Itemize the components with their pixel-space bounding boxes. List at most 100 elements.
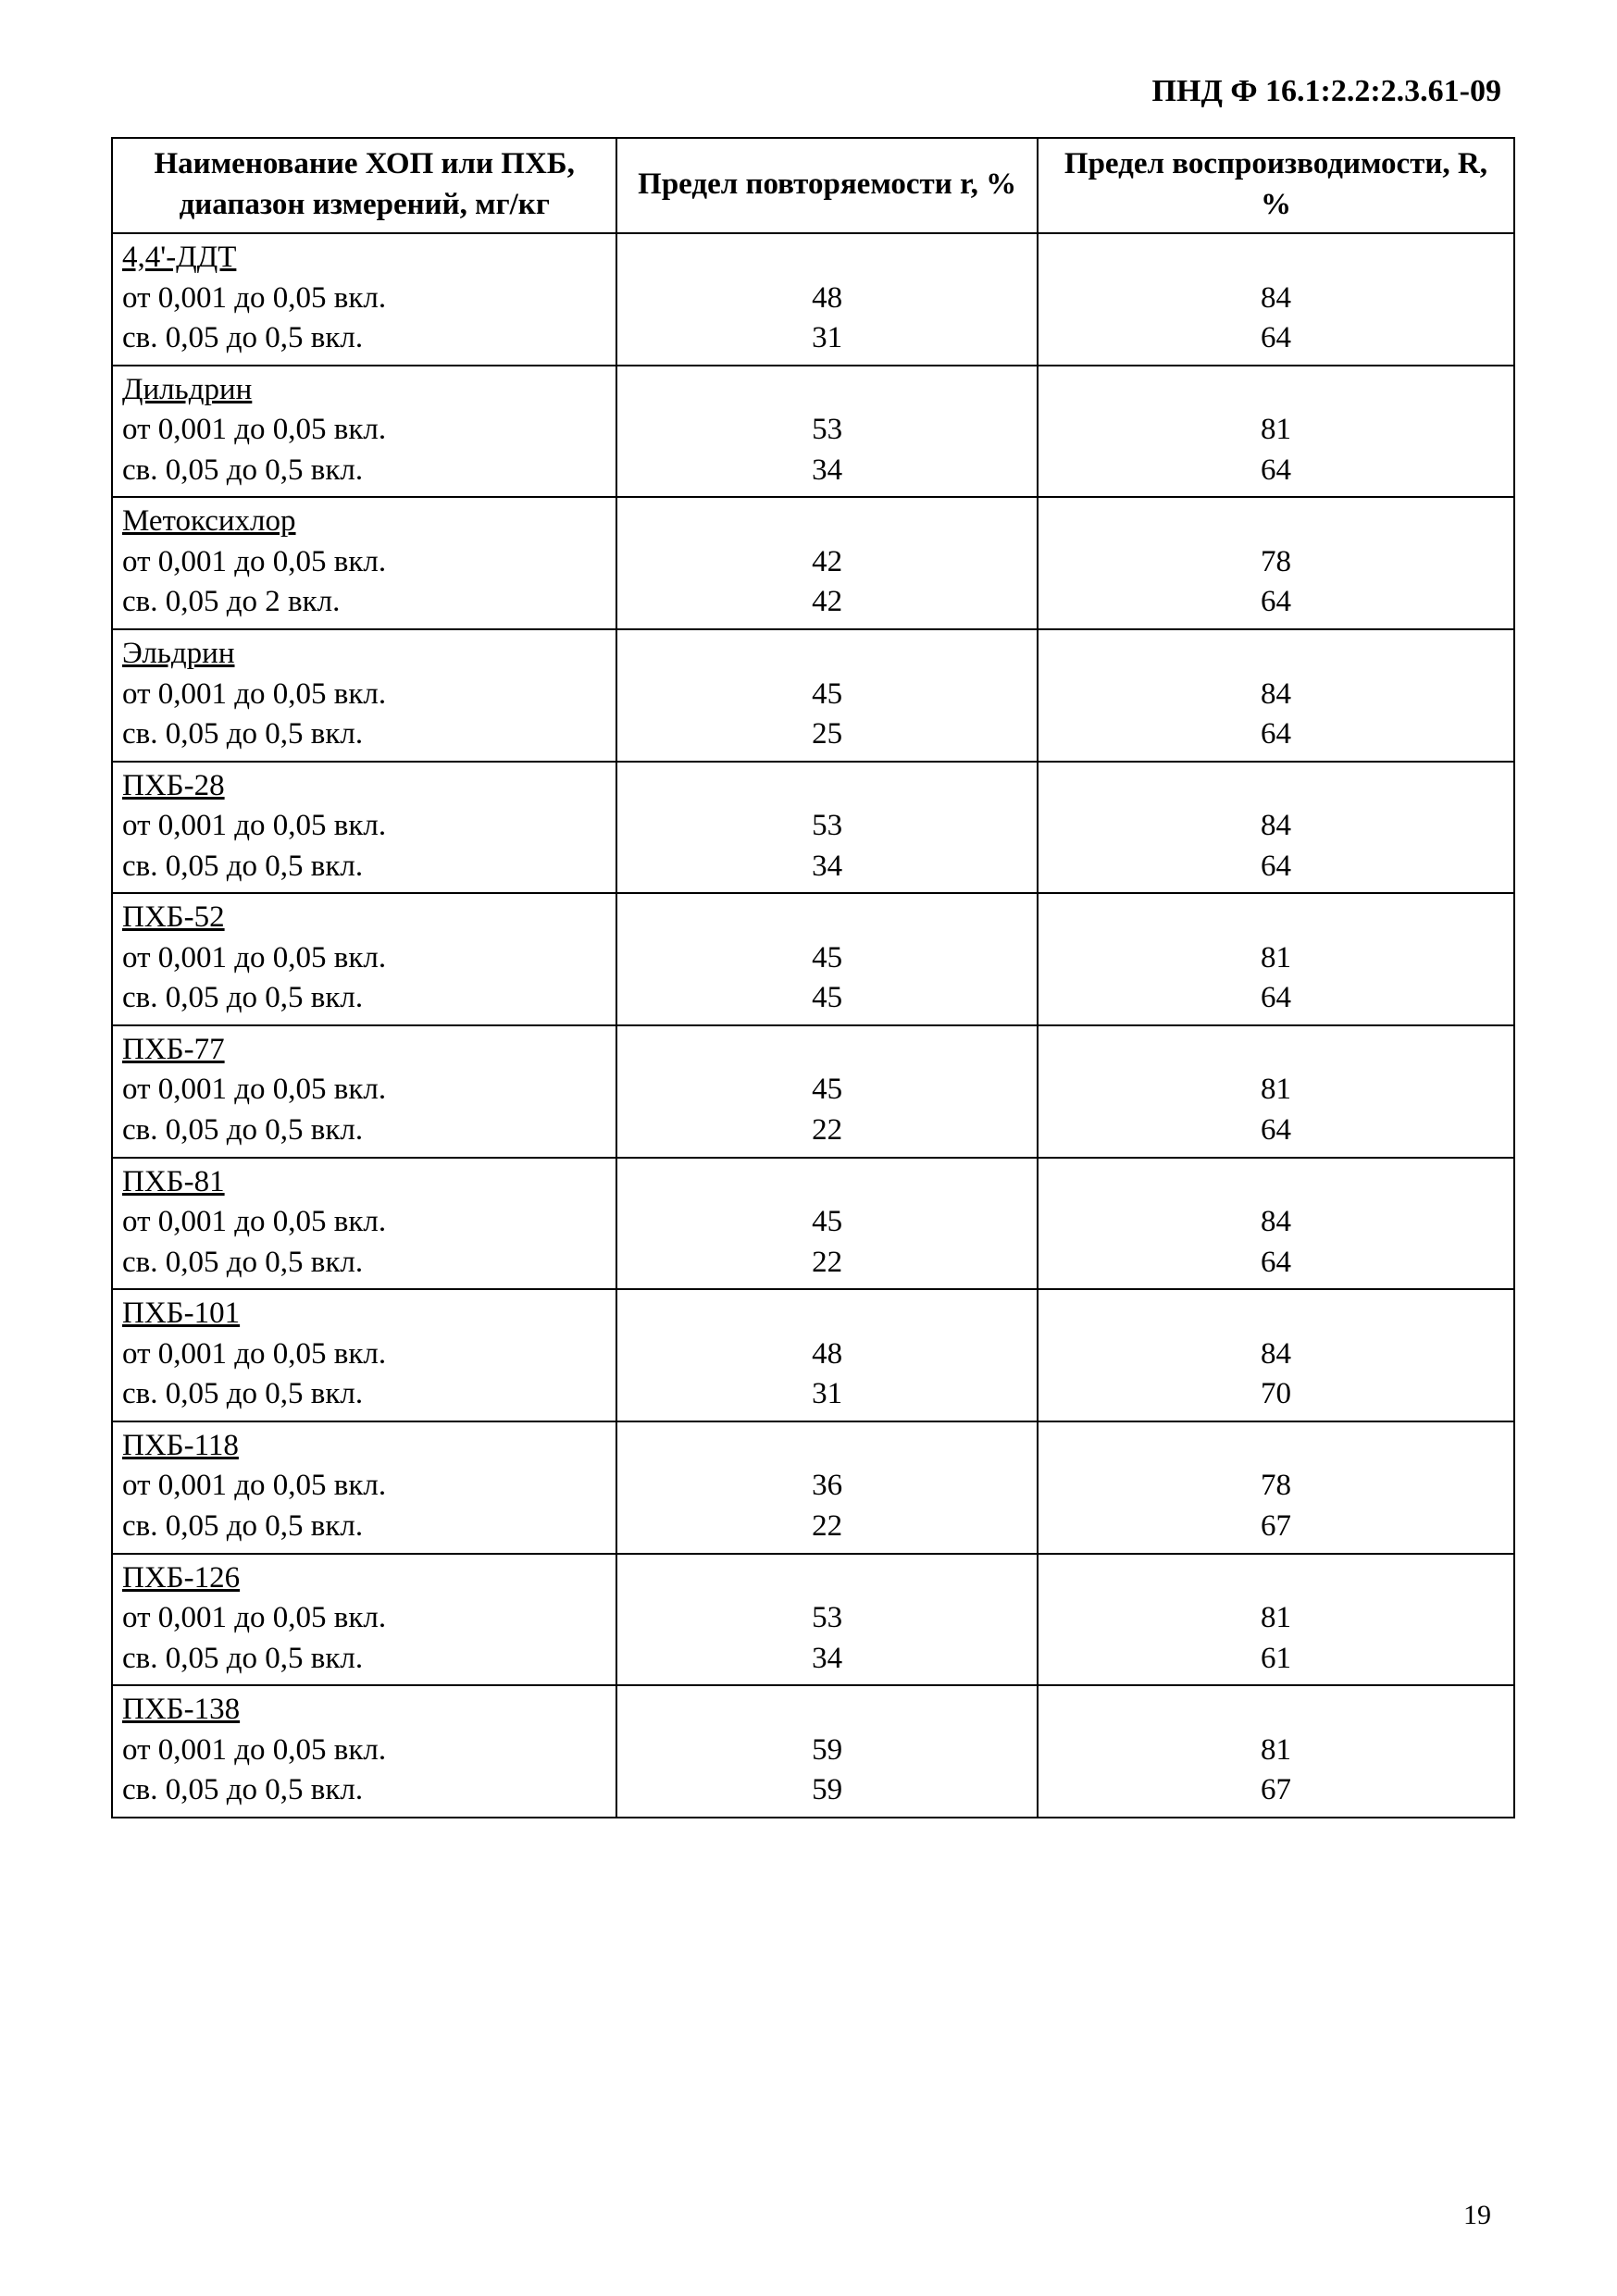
measurement-range: от 0,001 до 0,05 вкл. — [113, 1334, 616, 1375]
table-row: 4,4'-ДДТот 0,001 до 0,05 вкл.св. 0,05 до… — [112, 233, 1514, 366]
reproducibility-cell-value: 64 — [1039, 1243, 1513, 1284]
substance-name: ПХБ-52 — [113, 898, 616, 938]
col-header-reproducibility: Предел воспроизводимости, R, % — [1038, 138, 1514, 233]
measurement-range: св. 0,05 до 0,5 вкл. — [113, 1639, 616, 1680]
reproducibility-cell-value: 84 — [1039, 1334, 1513, 1375]
substance-name-cell: ПХБ-52от 0,001 до 0,05 вкл.св. 0,05 до 0… — [112, 893, 616, 1025]
reproducibility-cell-value: 70 — [1039, 1374, 1513, 1415]
reproducibility-cell-value: 64 — [1039, 714, 1513, 755]
reproducibility-cell-value: 67 — [1039, 1770, 1513, 1811]
repeatability-cell-value: 31 — [617, 318, 1037, 359]
page-number: 19 — [1463, 2200, 1491, 2231]
repeatability-cell-value: 34 — [617, 1639, 1037, 1680]
reproducibility-cell-value: 64 — [1039, 318, 1513, 359]
repeatability-cell-value: 59 — [617, 1770, 1037, 1811]
measurement-range: св. 0,05 до 0,5 вкл. — [113, 1243, 616, 1284]
repeatability-cell-value: 53 — [617, 806, 1037, 847]
substance-name-cell: Эльдринот 0,001 до 0,05 вкл.св. 0,05 до … — [112, 629, 616, 762]
substance-name-cell: 4,4'-ДДТот 0,001 до 0,05 вкл.св. 0,05 до… — [112, 233, 616, 366]
repeatability-cell-value: 22 — [617, 1507, 1037, 1547]
reproducibility-cell-value: 81 — [1039, 1598, 1513, 1639]
repeatability-cell: 3622 — [616, 1421, 1038, 1554]
precision-table: Наименование ХОП или ПХБ, диапазон измер… — [111, 137, 1515, 1818]
blank-line — [617, 898, 1037, 938]
substance-name: ПХБ-101 — [113, 1294, 616, 1334]
reproducibility-cell: 8470 — [1038, 1289, 1514, 1421]
reproducibility-cell-value: 81 — [1039, 1070, 1513, 1111]
reproducibility-cell-value: 81 — [1039, 1731, 1513, 1771]
reproducibility-cell-value: 78 — [1039, 1466, 1513, 1507]
reproducibility-cell: 8464 — [1038, 762, 1514, 894]
repeatability-cell-value: 31 — [617, 1374, 1037, 1415]
measurement-range: от 0,001 до 0,05 вкл. — [113, 410, 616, 451]
reproducibility-cell-value: 84 — [1039, 279, 1513, 319]
blank-line — [1039, 634, 1513, 675]
table-row: ПХБ-77от 0,001 до 0,05 вкл.св. 0,05 до 0… — [112, 1025, 1514, 1158]
reproducibility-cell-value: 64 — [1039, 582, 1513, 623]
measurement-range: от 0,001 до 0,05 вкл. — [113, 938, 616, 979]
reproducibility-cell-value: 64 — [1039, 1111, 1513, 1151]
blank-line — [1039, 766, 1513, 807]
repeatability-cell-value: 45 — [617, 938, 1037, 979]
repeatability-cell-value: 48 — [617, 279, 1037, 319]
repeatability-cell: 4831 — [616, 233, 1038, 366]
repeatability-cell: 4242 — [616, 497, 1038, 629]
table-row: Дильдринот 0,001 до 0,05 вкл.св. 0,05 до… — [112, 366, 1514, 498]
measurement-range: св. 0,05 до 2 вкл. — [113, 582, 616, 623]
substance-name: Дильдрин — [113, 370, 616, 411]
reproducibility-cell: 8164 — [1038, 893, 1514, 1025]
repeatability-cell: 5334 — [616, 1554, 1038, 1686]
table-row: ПХБ-118от 0,001 до 0,05 вкл.св. 0,05 до … — [112, 1421, 1514, 1554]
reproducibility-cell-value: 64 — [1039, 451, 1513, 491]
measurement-range: от 0,001 до 0,05 вкл. — [113, 542, 616, 583]
repeatability-cell-value: 34 — [617, 451, 1037, 491]
repeatability-cell-value: 42 — [617, 582, 1037, 623]
repeatability-cell-value: 48 — [617, 1334, 1037, 1375]
repeatability-cell-value: 22 — [617, 1111, 1037, 1151]
measurement-range: от 0,001 до 0,05 вкл. — [113, 279, 616, 319]
table-row: Эльдринот 0,001 до 0,05 вкл.св. 0,05 до … — [112, 629, 1514, 762]
measurement-range: св. 0,05 до 0,5 вкл. — [113, 451, 616, 491]
table-header-row: Наименование ХОП или ПХБ, диапазон измер… — [112, 138, 1514, 233]
measurement-range: от 0,001 до 0,05 вкл. — [113, 1731, 616, 1771]
table-row: ПХБ-138от 0,001 до 0,05 вкл.св. 0,05 до … — [112, 1685, 1514, 1818]
table-row: ПХБ-81от 0,001 до 0,05 вкл.св. 0,05 до 0… — [112, 1158, 1514, 1290]
measurement-range: от 0,001 до 0,05 вкл. — [113, 1070, 616, 1111]
substance-name: ПХБ-126 — [113, 1558, 616, 1599]
repeatability-cell-value: 45 — [617, 675, 1037, 715]
blank-line — [617, 502, 1037, 542]
repeatability-cell: 5959 — [616, 1685, 1038, 1818]
blank-line — [617, 1162, 1037, 1203]
reproducibility-cell-value: 64 — [1039, 978, 1513, 1019]
substance-name-cell: ПХБ-28от 0,001 до 0,05 вкл.св. 0,05 до 0… — [112, 762, 616, 894]
repeatability-cell: 4525 — [616, 629, 1038, 762]
measurement-range: св. 0,05 до 0,5 вкл. — [113, 1507, 616, 1547]
substance-name: ПХБ-138 — [113, 1690, 616, 1731]
blank-line — [617, 238, 1037, 279]
blank-line — [617, 370, 1037, 411]
table-row: Метоксихлорот 0,001 до 0,05 вкл.св. 0,05… — [112, 497, 1514, 629]
reproducibility-cell: 8161 — [1038, 1554, 1514, 1686]
measurement-range: от 0,001 до 0,05 вкл. — [113, 1202, 616, 1243]
repeatability-cell: 4522 — [616, 1158, 1038, 1290]
reproducibility-cell-value: 84 — [1039, 675, 1513, 715]
reproducibility-cell-value: 78 — [1039, 542, 1513, 583]
substance-name: ПХБ-77 — [113, 1030, 616, 1071]
reproducibility-cell: 8164 — [1038, 366, 1514, 498]
substance-name: ПХБ-28 — [113, 766, 616, 807]
blank-line — [1039, 1690, 1513, 1731]
reproducibility-cell-value: 64 — [1039, 847, 1513, 887]
repeatability-cell-value: 45 — [617, 1202, 1037, 1243]
reproducibility-cell-value: 81 — [1039, 938, 1513, 979]
table-row: ПХБ-52от 0,001 до 0,05 вкл.св. 0,05 до 0… — [112, 893, 1514, 1025]
repeatability-cell-value: 53 — [617, 1598, 1037, 1639]
substance-name: Метоксихлор — [113, 502, 616, 542]
substance-name-cell: Метоксихлорот 0,001 до 0,05 вкл.св. 0,05… — [112, 497, 616, 629]
blank-line — [617, 1690, 1037, 1731]
repeatability-cell-value: 53 — [617, 410, 1037, 451]
substance-name: ПХБ-118 — [113, 1426, 616, 1467]
reproducibility-cell-value: 84 — [1039, 1202, 1513, 1243]
blank-line — [1039, 370, 1513, 411]
substance-name-cell: ПХБ-118от 0,001 до 0,05 вкл.св. 0,05 до … — [112, 1421, 616, 1554]
blank-line — [1039, 502, 1513, 542]
